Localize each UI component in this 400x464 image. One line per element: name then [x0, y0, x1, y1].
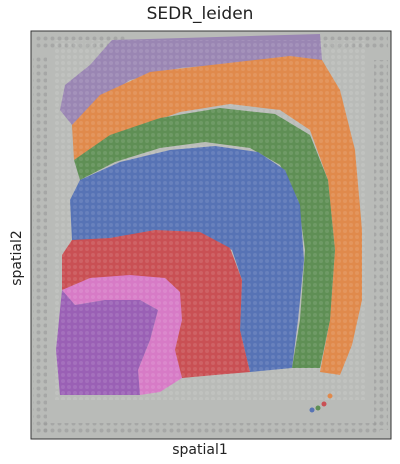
- stray-spot: [309, 407, 315, 413]
- y-axis-label: spatial2: [9, 230, 25, 286]
- plot-title: SEDR_leiden: [146, 4, 254, 24]
- axes-frame: [30, 30, 392, 440]
- spot-column-left: [33, 55, 47, 435]
- spot-column-right: [374, 60, 388, 430]
- spot-texture: [55, 40, 365, 400]
- stray-spot: [321, 401, 327, 407]
- x-axis-label: spatial1: [172, 442, 228, 458]
- stray-spot: [315, 405, 321, 411]
- spot-row-bottom: [40, 423, 380, 435]
